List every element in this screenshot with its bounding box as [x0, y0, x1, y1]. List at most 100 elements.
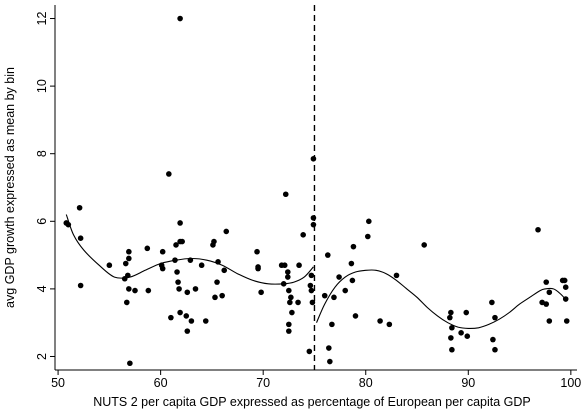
data-point — [331, 294, 337, 301]
data-point — [287, 299, 293, 306]
data-point — [286, 321, 292, 328]
x-axis-title: NUTS 2 per capita GDP expressed as perce… — [93, 395, 531, 409]
x-tick-label: 70 — [256, 376, 270, 390]
data-point — [543, 279, 550, 285]
data-point — [308, 272, 315, 279]
data-point — [211, 238, 217, 245]
data-point — [336, 274, 342, 280]
y-tick-label: 8 — [35, 150, 49, 157]
y-tick-label: 12 — [35, 12, 49, 26]
data-point — [145, 287, 152, 294]
data-point — [546, 289, 553, 296]
data-point — [212, 294, 218, 301]
data-point — [288, 294, 294, 301]
data-point — [535, 226, 541, 233]
data-point — [173, 242, 179, 248]
data-point — [366, 218, 372, 225]
data-point — [214, 279, 220, 285]
data-point — [284, 269, 291, 275]
data-point — [490, 336, 496, 343]
data-point — [126, 255, 132, 262]
data-point — [324, 252, 331, 258]
y-tick-label: 6 — [35, 218, 49, 225]
data-point — [144, 245, 151, 252]
data-point — [489, 299, 495, 306]
data-point — [126, 248, 132, 255]
data-point — [492, 314, 498, 321]
data-point — [561, 277, 568, 284]
data-point — [168, 314, 174, 321]
x-tick-label: 100 — [560, 376, 581, 390]
data-point — [300, 232, 306, 238]
data-point — [123, 299, 130, 306]
data-point — [281, 262, 288, 269]
data-point — [183, 313, 190, 319]
x-ticks: 50 60 70 80 90 100 — [51, 370, 581, 390]
data-point — [349, 277, 356, 284]
data-point — [352, 313, 359, 319]
data-point — [202, 318, 209, 324]
data-point — [192, 286, 199, 292]
data-point — [286, 287, 292, 294]
data-point — [126, 286, 132, 292]
data-point — [329, 321, 335, 328]
y-tick-label: 4 — [35, 285, 49, 292]
data-point — [296, 262, 302, 269]
x-tick-label: 80 — [359, 376, 373, 390]
data-point — [393, 272, 400, 279]
data-point — [258, 289, 264, 296]
data-point — [492, 346, 498, 353]
data-point — [166, 171, 172, 177]
data-point — [77, 235, 84, 241]
data-point — [562, 284, 569, 290]
data-point — [326, 345, 332, 351]
data-point — [327, 358, 333, 365]
data-point — [286, 328, 292, 334]
data-point — [255, 265, 261, 272]
y-tick-label: 10 — [35, 79, 49, 93]
data-point — [188, 318, 195, 324]
data-point — [306, 348, 313, 355]
data-points — [63, 15, 570, 367]
data-point — [177, 220, 183, 226]
x-tick-label: 50 — [51, 376, 65, 390]
data-point — [421, 242, 427, 248]
x-tick-label: 60 — [154, 376, 168, 390]
y-axis-title: avg GDP growth expressed as mean by bin — [3, 67, 17, 308]
data-point — [175, 279, 181, 285]
axes — [54, 5, 577, 371]
data-point — [321, 292, 328, 299]
data-point — [295, 299, 301, 306]
data-point — [132, 287, 138, 294]
y-tick-label: 2 — [35, 353, 49, 360]
data-point — [386, 321, 393, 328]
data-point — [289, 309, 295, 316]
data-point — [177, 309, 183, 316]
data-point — [310, 215, 317, 221]
data-point — [122, 260, 129, 267]
data-point — [184, 328, 191, 334]
data-point — [159, 248, 166, 255]
data-point — [219, 292, 225, 299]
data-point — [310, 221, 317, 228]
data-point — [284, 274, 291, 280]
data-point — [350, 243, 357, 250]
data-point — [159, 265, 166, 272]
data-point — [563, 318, 570, 324]
data-point — [221, 267, 228, 274]
data-point — [464, 333, 471, 340]
data-point — [127, 360, 133, 367]
data-point — [449, 346, 455, 353]
data-point — [448, 309, 454, 316]
data-point — [106, 262, 113, 269]
data-point — [198, 262, 205, 269]
data-point — [179, 238, 185, 245]
data-point — [310, 155, 317, 162]
data-point — [184, 289, 191, 296]
data-point — [174, 269, 180, 275]
data-point — [76, 204, 83, 211]
fit-curve-right — [315, 269, 568, 329]
data-point — [342, 287, 349, 294]
